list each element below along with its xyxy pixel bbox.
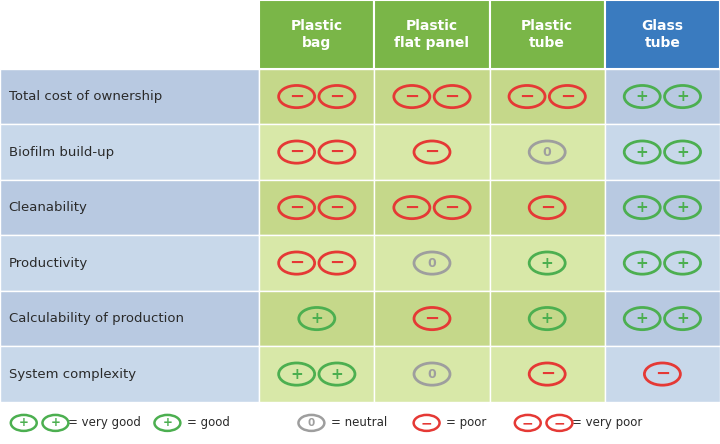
- FancyBboxPatch shape: [374, 0, 490, 69]
- Text: +: +: [676, 145, 689, 159]
- Text: +: +: [636, 89, 649, 104]
- FancyBboxPatch shape: [374, 124, 490, 180]
- FancyBboxPatch shape: [605, 235, 720, 291]
- FancyBboxPatch shape: [605, 69, 720, 124]
- Text: +: +: [50, 416, 60, 429]
- FancyBboxPatch shape: [259, 291, 374, 346]
- Text: Cleanability: Cleanability: [9, 201, 88, 214]
- Text: +: +: [676, 311, 689, 326]
- FancyBboxPatch shape: [605, 124, 720, 180]
- FancyBboxPatch shape: [259, 180, 374, 235]
- Text: Glass
tube: Glass tube: [642, 19, 683, 50]
- Text: = good: = good: [187, 416, 230, 429]
- Text: Total cost of ownership: Total cost of ownership: [9, 90, 162, 103]
- Text: −: −: [559, 87, 575, 106]
- FancyBboxPatch shape: [605, 180, 720, 235]
- Text: 0: 0: [428, 368, 436, 381]
- Text: −: −: [539, 365, 555, 383]
- Text: = very poor: = very poor: [572, 416, 643, 429]
- Text: Plastic
bag: Plastic bag: [291, 19, 343, 50]
- Text: +: +: [19, 416, 29, 429]
- Text: +: +: [290, 367, 303, 381]
- Text: +: +: [541, 311, 554, 326]
- Text: +: +: [163, 416, 172, 429]
- Text: System complexity: System complexity: [9, 368, 136, 381]
- Text: −: −: [329, 198, 345, 217]
- Text: 0: 0: [543, 146, 552, 159]
- FancyBboxPatch shape: [0, 346, 259, 402]
- Text: −: −: [329, 143, 345, 161]
- Text: −: −: [404, 198, 420, 217]
- FancyBboxPatch shape: [374, 346, 490, 402]
- Text: +: +: [676, 256, 689, 270]
- Text: = poor: = poor: [446, 416, 487, 429]
- Text: +: +: [636, 311, 649, 326]
- FancyBboxPatch shape: [259, 235, 374, 291]
- FancyBboxPatch shape: [0, 291, 259, 346]
- FancyBboxPatch shape: [490, 0, 605, 69]
- FancyBboxPatch shape: [0, 402, 720, 444]
- Text: −: −: [404, 87, 420, 106]
- FancyBboxPatch shape: [259, 69, 374, 124]
- Text: −: −: [444, 87, 460, 106]
- Text: 0: 0: [307, 418, 315, 428]
- Text: = very good: = very good: [68, 416, 141, 429]
- Text: = neutral: = neutral: [331, 416, 387, 429]
- FancyBboxPatch shape: [0, 69, 259, 124]
- Text: +: +: [310, 311, 323, 326]
- Text: −: −: [554, 416, 565, 430]
- Text: −: −: [424, 143, 440, 161]
- Text: 0: 0: [428, 257, 436, 270]
- Text: +: +: [676, 89, 689, 104]
- FancyBboxPatch shape: [490, 291, 605, 346]
- FancyBboxPatch shape: [605, 0, 720, 69]
- Text: Plastic
flat panel: Plastic flat panel: [395, 19, 469, 50]
- FancyBboxPatch shape: [374, 235, 490, 291]
- Text: −: −: [289, 198, 305, 217]
- FancyBboxPatch shape: [259, 124, 374, 180]
- Text: −: −: [519, 87, 535, 106]
- Text: +: +: [636, 256, 649, 270]
- FancyBboxPatch shape: [374, 291, 490, 346]
- FancyBboxPatch shape: [374, 180, 490, 235]
- Text: −: −: [289, 143, 305, 161]
- Text: +: +: [636, 200, 649, 215]
- Text: −: −: [329, 87, 345, 106]
- Text: Plastic
tube: Plastic tube: [521, 19, 573, 50]
- FancyBboxPatch shape: [605, 346, 720, 402]
- Text: −: −: [329, 254, 345, 272]
- Text: +: +: [636, 145, 649, 159]
- FancyBboxPatch shape: [0, 235, 259, 291]
- FancyBboxPatch shape: [490, 180, 605, 235]
- Text: +: +: [330, 367, 343, 381]
- FancyBboxPatch shape: [490, 69, 605, 124]
- Text: −: −: [424, 309, 440, 328]
- FancyBboxPatch shape: [0, 124, 259, 180]
- FancyBboxPatch shape: [605, 291, 720, 346]
- Text: +: +: [541, 256, 554, 270]
- Text: −: −: [444, 198, 460, 217]
- Text: −: −: [539, 198, 555, 217]
- FancyBboxPatch shape: [259, 0, 374, 69]
- Text: +: +: [676, 200, 689, 215]
- Text: −: −: [289, 87, 305, 106]
- Text: −: −: [654, 365, 670, 383]
- Text: −: −: [289, 254, 305, 272]
- Text: Biofilm build-up: Biofilm build-up: [9, 146, 114, 159]
- FancyBboxPatch shape: [0, 180, 259, 235]
- FancyBboxPatch shape: [490, 346, 605, 402]
- FancyBboxPatch shape: [490, 124, 605, 180]
- Text: Productivity: Productivity: [9, 257, 88, 270]
- Text: −: −: [522, 416, 534, 430]
- FancyBboxPatch shape: [374, 69, 490, 124]
- Text: Calculability of production: Calculability of production: [9, 312, 184, 325]
- FancyBboxPatch shape: [490, 235, 605, 291]
- Text: −: −: [420, 416, 433, 430]
- FancyBboxPatch shape: [259, 346, 374, 402]
